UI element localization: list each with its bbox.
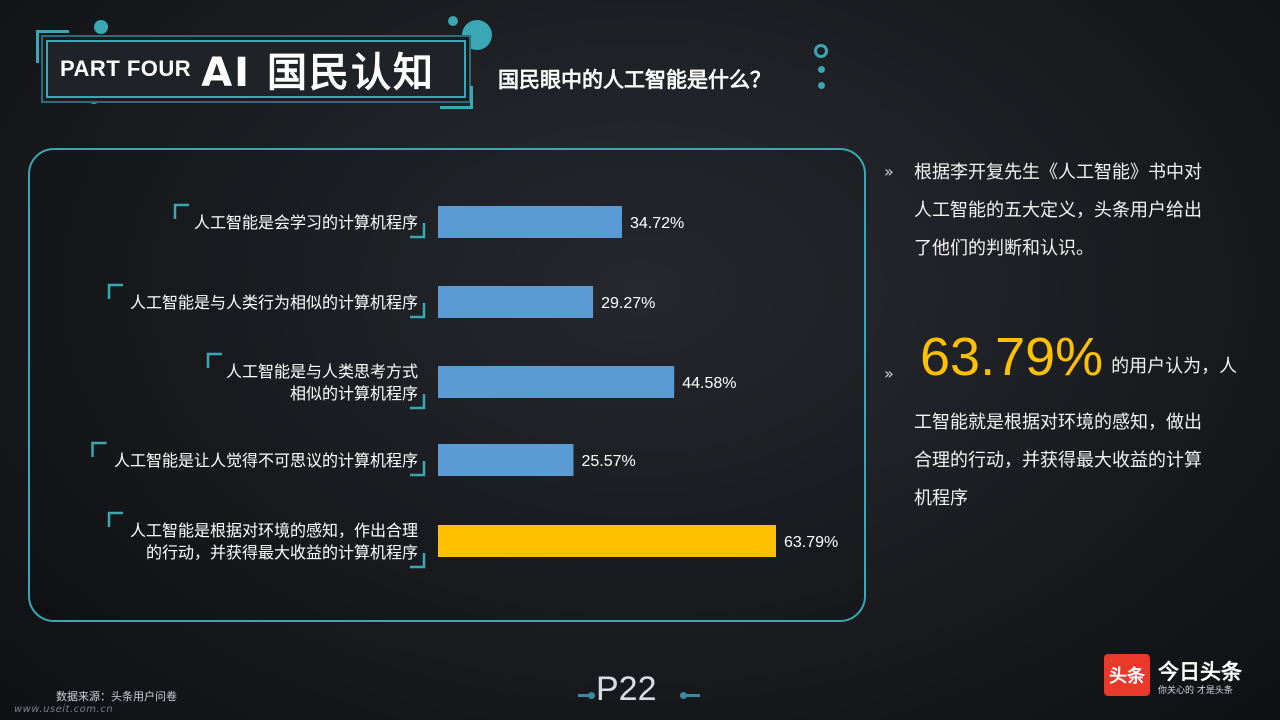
page-number-dot-right — [680, 692, 687, 699]
brand-name: 今日头条 — [1158, 660, 1242, 684]
data-source: 数据来源：头条用户问卷 — [56, 690, 177, 703]
bar-4 — [438, 444, 574, 476]
label-bracket-right-2 — [410, 303, 426, 319]
category-label-4-line-1: 人工智能是让人觉得不可思议的计算机程序 — [114, 451, 418, 470]
highlight-row: 63.79% 的用户认为，人 — [920, 326, 1237, 388]
label-bracket-right-4 — [410, 461, 426, 477]
bullet-1: » — [884, 162, 894, 181]
title-bracket-bottom-right — [440, 86, 473, 109]
para1-line-2: 人工智能的五大定义，头条用户给出 — [914, 200, 1202, 221]
bar-5 — [438, 525, 776, 557]
bar-3 — [438, 366, 675, 398]
category-label-5-line-2: 的行动，并获得最大收益的计算机程序 — [146, 543, 418, 562]
bullet-2: » — [884, 364, 894, 383]
category-label-3-line-2: 相似的计算机程序 — [290, 384, 418, 403]
label-bracket-left-5 — [107, 511, 123, 527]
title-bracket-top-left — [36, 30, 69, 63]
page-number-dot-left — [588, 692, 595, 699]
page-subtitle: 国民眼中的人工智能是什么？ — [498, 68, 771, 92]
para1-line-3: 了他们的判断和认识。 — [914, 238, 1094, 259]
label-bracket-left-1 — [173, 203, 189, 219]
category-label-2-line-1: 人工智能是与人类行为相似的计算机程序 — [130, 293, 418, 312]
section-title: AI 国民认知 — [201, 50, 435, 96]
brand-slogan: 你关心的 才是头条 — [1158, 686, 1233, 696]
watermark-url: www.useit.com.cn — [14, 704, 114, 715]
bar-chart: 34.72% 人工智能是会学习的计算机程序 29.27% 人工智能是与人类行为相似的计… — [91, 203, 838, 569]
definition-paragraph: 根据李开复先生《人工智能》书中对 人工智能的五大定义，头条用户给出 了他们的判断… — [914, 154, 1264, 268]
decor-dot-2 — [818, 82, 825, 89]
page-number-line-left — [578, 694, 592, 697]
label-bracket-left-3 — [206, 352, 222, 368]
highlight-value: 63.79% — [920, 327, 1104, 387]
label-bracket-right-1 — [410, 223, 426, 239]
section-title-plate: PART FOUR AI 国民认知 — [46, 40, 466, 98]
para2-line-3: 机程序 — [914, 488, 968, 509]
para1-line-1: 根据李开复先生《人工智能》书中对 — [914, 162, 1202, 183]
category-label-3-line-1: 人工智能是与人类思考方式 — [226, 362, 418, 381]
toutiao-logo-icon: 头条 — [1104, 654, 1150, 696]
value-label-5: 63.79% — [784, 534, 838, 551]
value-label-1: 34.72% — [630, 215, 684, 232]
label-bracket-right-3 — [410, 394, 426, 410]
decor-circle-ring-right — [814, 44, 828, 58]
decor-circle-large — [462, 20, 492, 50]
part-label: PART FOUR — [60, 56, 192, 81]
category-label-1-line-1: 人工智能是会学习的计算机程序 — [194, 213, 418, 232]
bar-2 — [438, 286, 594, 318]
para2-first-line: 的用户认为，人 — [1111, 356, 1238, 377]
value-label-3: 44.58% — [682, 375, 736, 392]
para2-line-2: 合理的行动，并获得最大收益的计算 — [914, 450, 1202, 471]
label-bracket-left-4 — [91, 441, 107, 457]
page-number: P22 — [596, 670, 657, 708]
bar-1 — [438, 206, 622, 238]
category-label-5-line-1: 人工智能是根据对环境的感知，作出合理 — [130, 521, 418, 540]
label-bracket-left-2 — [107, 283, 123, 299]
value-label-2: 29.27% — [601, 295, 655, 312]
decor-circle-small — [448, 16, 458, 26]
para2-line-1: 工智能就是根据对环境的感知，做出 — [914, 412, 1202, 433]
decor-dot-1 — [818, 66, 825, 73]
conclusion-paragraph: 工智能就是根据对环境的感知，做出 合理的行动，并获得最大收益的计算 机程序 — [914, 404, 1264, 518]
decor-circle-left — [94, 20, 108, 34]
label-bracket-right-5 — [410, 553, 426, 569]
value-label-4: 25.57% — [581, 453, 635, 470]
page-number-line-right — [684, 694, 700, 697]
